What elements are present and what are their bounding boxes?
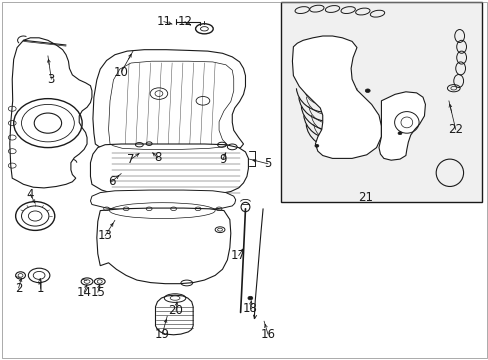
Polygon shape [10, 38, 92, 188]
Polygon shape [90, 190, 235, 210]
Text: 22: 22 [447, 123, 462, 136]
Text: 6: 6 [107, 175, 115, 188]
Text: 4: 4 [26, 188, 34, 201]
Polygon shape [93, 50, 245, 154]
Ellipse shape [397, 132, 401, 135]
Text: 18: 18 [243, 302, 257, 315]
Ellipse shape [314, 144, 318, 147]
Bar [281, 2, 481, 202]
Text: 5: 5 [264, 157, 271, 170]
Text: 2: 2 [15, 282, 22, 294]
Ellipse shape [247, 296, 252, 300]
Text: 16: 16 [260, 328, 275, 341]
Text: 7: 7 [127, 153, 135, 166]
Polygon shape [378, 92, 425, 160]
Text: 15: 15 [90, 286, 105, 299]
Polygon shape [292, 36, 381, 158]
Text: 11: 11 [156, 15, 171, 28]
Text: 21: 21 [358, 191, 372, 204]
Text: 17: 17 [231, 249, 245, 262]
Text: 8: 8 [153, 151, 161, 164]
Text: 14: 14 [77, 286, 91, 299]
Text: 19: 19 [155, 328, 169, 341]
Text: 13: 13 [98, 229, 112, 242]
Text: 1: 1 [36, 282, 44, 294]
Text: 9: 9 [219, 153, 226, 166]
Ellipse shape [365, 89, 369, 93]
Text: 10: 10 [114, 66, 128, 78]
Polygon shape [97, 208, 230, 284]
Polygon shape [155, 295, 193, 335]
Text: 3: 3 [47, 73, 55, 86]
Polygon shape [90, 144, 248, 195]
Text: 20: 20 [168, 304, 183, 317]
Text: 12: 12 [177, 15, 192, 28]
